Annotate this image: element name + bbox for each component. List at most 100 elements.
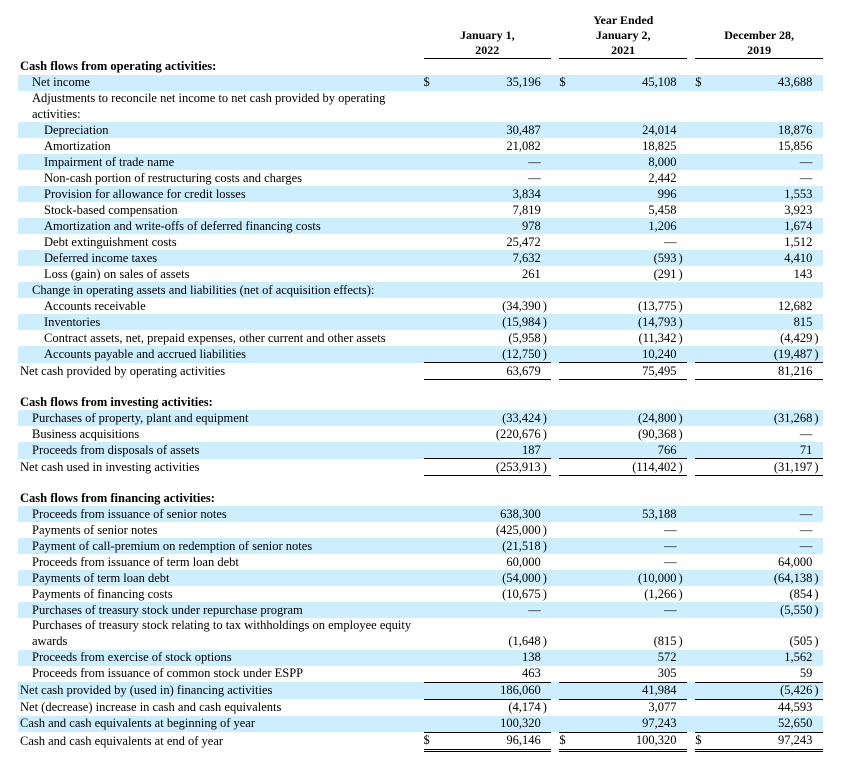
value-cell: 572 — [574, 650, 679, 666]
paren-cell — [814, 490, 823, 506]
value-cell: 21,082 — [438, 138, 543, 154]
paren-cell: ) — [679, 330, 687, 346]
currency-symbol — [424, 314, 439, 330]
currency-symbol — [695, 442, 710, 459]
paren-cell — [543, 602, 551, 618]
value-cell: (815 — [574, 618, 679, 649]
value-cell: 1,512 — [710, 234, 815, 250]
value-cell: (24,800 — [574, 410, 679, 426]
currency-symbol — [695, 298, 710, 314]
value-cell: (31,197 — [710, 459, 815, 476]
paren-cell — [543, 732, 551, 750]
paren-cell: ) — [543, 586, 551, 602]
value-cell: 44,593 — [710, 699, 815, 716]
paren-cell — [543, 170, 551, 186]
currency-symbol — [559, 459, 574, 476]
currency-symbol — [424, 59, 439, 76]
row-label: Amortization and write-offs of deferred … — [18, 218, 415, 234]
paren-cell — [679, 554, 687, 570]
currency-symbol — [695, 122, 710, 138]
paren-cell — [543, 666, 551, 683]
value-cell — [438, 282, 543, 298]
currency-symbol — [424, 459, 439, 476]
value-cell: (31,268 — [710, 410, 815, 426]
paren-cell: ) — [679, 618, 687, 649]
table-row: Cash and cash equivalents at end of year… — [18, 732, 823, 750]
paren-cell — [543, 282, 551, 298]
value-cell: (15,984 — [438, 314, 543, 330]
paren-cell — [543, 442, 551, 459]
value-cell: (253,913 — [438, 459, 543, 476]
currency-symbol: $ — [559, 732, 574, 750]
currency-symbol — [424, 426, 439, 442]
value-cell: (21,518 — [438, 538, 543, 554]
row-label: Stock-based compensation — [18, 202, 415, 218]
row-label: Payments of term loan debt — [18, 570, 415, 586]
value-cell — [574, 282, 679, 298]
currency-symbol — [559, 716, 574, 733]
currency-symbol — [559, 282, 574, 298]
value-cell: (54,000 — [438, 570, 543, 586]
currency-symbol — [695, 59, 710, 76]
value-cell: 41,984 — [574, 682, 679, 699]
row-label: Proceeds from disposals of assets — [18, 442, 415, 459]
value-cell: 186,060 — [438, 682, 543, 699]
paren-cell — [814, 122, 823, 138]
value-cell: 81,216 — [710, 363, 815, 380]
paren-cell — [814, 699, 823, 716]
value-cell: (220,676 — [438, 426, 543, 442]
currency-symbol — [559, 490, 574, 506]
currency-symbol — [559, 218, 574, 234]
row-label: Deferred income taxes — [18, 250, 415, 266]
row-label: Accounts receivable — [18, 298, 415, 314]
currency-symbol — [695, 282, 710, 298]
paren-cell — [679, 716, 687, 733]
paren-cell — [814, 716, 823, 733]
row-label: Proceeds from issuance of common stock u… — [18, 666, 415, 683]
currency-symbol — [559, 699, 574, 716]
paren-cell: ) — [543, 410, 551, 426]
value-cell: 3,834 — [438, 186, 543, 202]
value-cell: 815 — [710, 314, 815, 330]
paren-cell — [814, 298, 823, 314]
row-label: Debt extinguishment costs — [18, 234, 415, 250]
paren-cell — [679, 218, 687, 234]
currency-symbol — [559, 586, 574, 602]
table-row: Deferred income taxes7,632(593)4,410 — [18, 250, 823, 266]
value-cell: 43,688 — [710, 75, 815, 91]
table-row: Cash flows from operating activities: — [18, 59, 823, 76]
value-cell: (64,138 — [710, 570, 815, 586]
value-cell: 463 — [438, 666, 543, 683]
paren-cell: ) — [814, 410, 823, 426]
paren-cell: ) — [543, 298, 551, 314]
value-cell: 638,300 — [438, 506, 543, 522]
table-row: Net cash provided by (used in) financing… — [18, 682, 823, 699]
currency-symbol — [424, 91, 439, 122]
value-cell: 766 — [574, 442, 679, 459]
row-label: Payment of call-premium on redemption of… — [18, 538, 415, 554]
currency-symbol — [424, 282, 439, 298]
value-cell: — — [710, 538, 815, 554]
value-cell: 1,553 — [710, 186, 815, 202]
value-cell: (33,424 — [438, 410, 543, 426]
currency-symbol — [695, 618, 710, 649]
paren-cell — [543, 363, 551, 380]
currency-symbol — [559, 202, 574, 218]
value-cell: (12,750 — [438, 346, 543, 363]
currency-symbol — [559, 506, 574, 522]
value-cell: 64,000 — [710, 554, 815, 570]
currency-symbol — [695, 314, 710, 330]
paren-cell — [814, 538, 823, 554]
paren-cell — [679, 75, 687, 91]
value-cell: 3,077 — [574, 699, 679, 716]
value-cell: (90,368 — [574, 426, 679, 442]
table-row: Cash flows from financing activities: — [18, 490, 823, 506]
currency-symbol — [424, 716, 439, 733]
currency-symbol — [695, 602, 710, 618]
currency-symbol — [559, 394, 574, 410]
currency-symbol — [695, 506, 710, 522]
currency-symbol — [559, 170, 574, 186]
paren-cell — [814, 138, 823, 154]
row-label: Purchases of treasury stock relating to … — [18, 618, 415, 649]
value-cell: — — [574, 554, 679, 570]
